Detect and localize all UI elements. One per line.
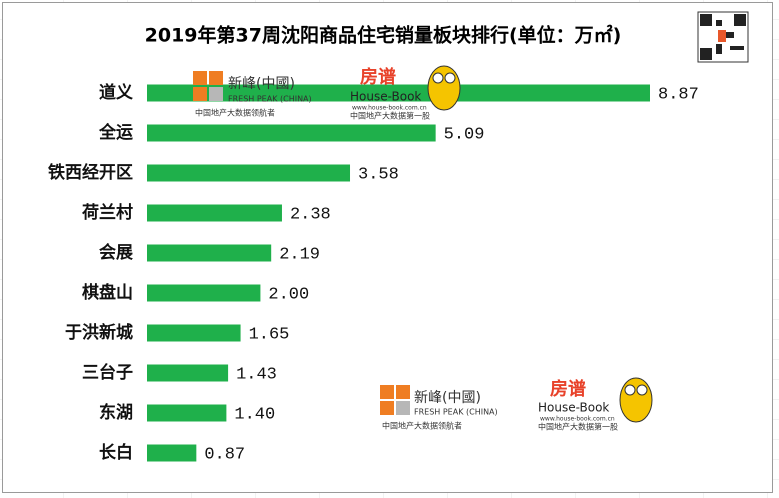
category-label: 全运 (98, 122, 133, 143)
logo-text: 中国地产大数据领航者 (195, 108, 275, 118)
category-label: 于洪新城 (65, 322, 133, 343)
logo-text: FRESH PEAK (CHINA) (414, 408, 498, 417)
logo-text: FRESH PEAK (CHINA) (228, 95, 312, 104)
category-label: 荷兰村 (82, 202, 133, 223)
bar (147, 444, 197, 462)
bar (147, 84, 650, 102)
bar (147, 244, 272, 262)
chart-title: 2019年第37周沈阳商品住宅销量板块排行(单位：万㎡) (145, 24, 622, 47)
bar (147, 364, 229, 382)
value-label: 1.40 (234, 405, 275, 424)
logo-group: 新峰(中國) FRESH PEAK (CHINA) 中国地产大数据领航者 房谱 … (193, 65, 461, 121)
logo-text: 中国地产大数据第一股 (350, 111, 430, 121)
bar (147, 324, 241, 342)
qr-code (697, 11, 749, 63)
category-label: 三台子 (82, 362, 133, 383)
value-label: 2.19 (279, 245, 320, 264)
logo-text: 房谱 (550, 378, 586, 400)
category-label: 铁西经开区 (48, 162, 133, 183)
value-label: 1.43 (236, 365, 277, 384)
category-label: 长白 (99, 442, 133, 463)
value-label: 2.00 (268, 285, 309, 304)
mascot (427, 65, 461, 111)
category-label: 东湖 (99, 402, 133, 423)
value-label: 3.58 (358, 165, 399, 184)
value-label: 1.65 (249, 325, 290, 344)
logo-text: House-Book (538, 401, 609, 415)
logo-text: 中国地产大数据第一股 (538, 422, 618, 432)
mascot (619, 377, 653, 423)
bar (147, 164, 351, 182)
logo-text: www.house-book.com.cn (352, 105, 427, 112)
bar (147, 404, 227, 422)
logo-text: www.house-book.com.cn (540, 416, 615, 423)
bar (147, 284, 261, 302)
value-label: 5.09 (444, 125, 485, 144)
value-label: 2.38 (290, 205, 331, 224)
category-label: 道义 (99, 82, 133, 103)
value-label: 0.87 (204, 445, 245, 464)
logo-text: 新峰(中國) (414, 390, 481, 406)
logo-text: House-Book (350, 90, 421, 104)
logo-text: 新峰(中國) (228, 76, 295, 92)
logo-text: 中国地产大数据领航者 (382, 421, 462, 431)
category-label: 会展 (99, 242, 133, 263)
logo-group: 新峰(中國) FRESH PEAK (CHINA) 中国地产大数据领航者 房谱 … (380, 377, 653, 432)
category-label: 棋盘山 (82, 282, 133, 303)
logo-text: 房谱 (360, 66, 396, 88)
bar (147, 124, 436, 142)
bar (147, 204, 282, 222)
value-label: 8.87 (658, 85, 699, 104)
